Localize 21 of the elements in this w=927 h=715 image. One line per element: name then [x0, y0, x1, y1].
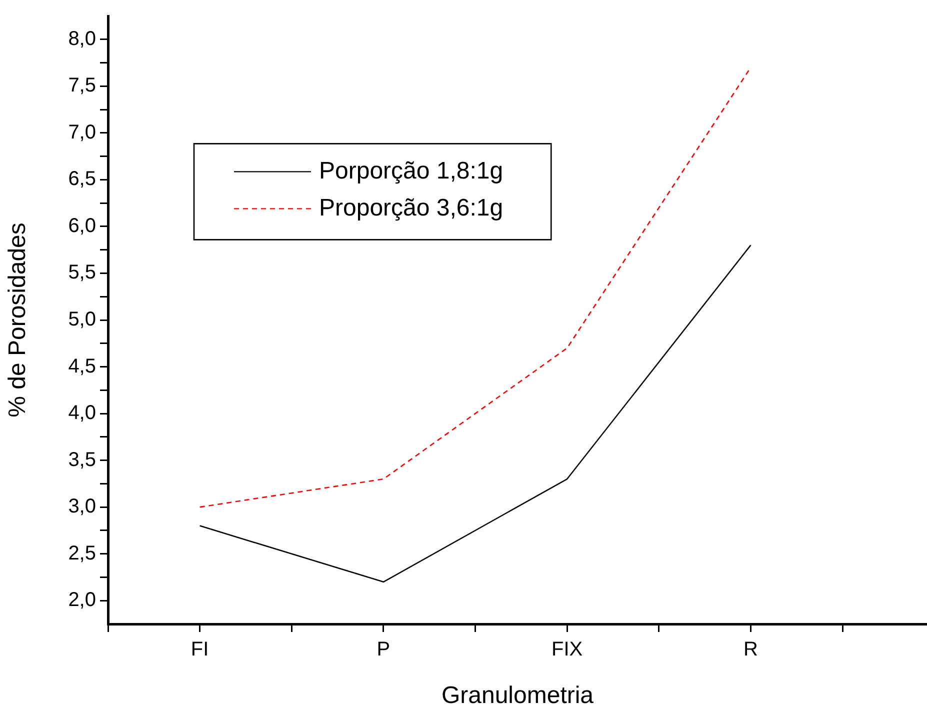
y-tick-label: 4,0	[68, 402, 96, 424]
y-tick-label: 3,5	[68, 448, 96, 471]
y-axis-title: % de Porosidades	[4, 222, 32, 418]
y-tick-label: 7,5	[68, 74, 96, 97]
y-tick-label: 8,0	[68, 28, 96, 50]
y-tick-label: 3,0	[68, 496, 96, 518]
x-tick-label: FI	[190, 638, 209, 661]
legend-label: Porporção 1,8:1g	[318, 157, 504, 184]
x-tick-label: R	[743, 638, 758, 661]
legend-label: Proporção 3,6:1g	[318, 194, 504, 222]
y-tick-label: 5,0	[68, 308, 96, 331]
y-tick-label: 4,5	[68, 355, 96, 378]
y-tick-label: 6,5	[68, 168, 96, 190]
y-tick-label: 6,0	[68, 214, 96, 237]
x-axis-title: Granulometria	[441, 682, 594, 710]
x-tick-label: P	[376, 638, 390, 661]
y-tick-label: 2,0	[68, 589, 96, 612]
y-tick-label: 2,5	[68, 542, 96, 564]
y-tick-label: 5,5	[68, 262, 96, 284]
y-tick-label: 7,0	[68, 121, 96, 144]
x-tick-label: FIX	[552, 638, 583, 661]
